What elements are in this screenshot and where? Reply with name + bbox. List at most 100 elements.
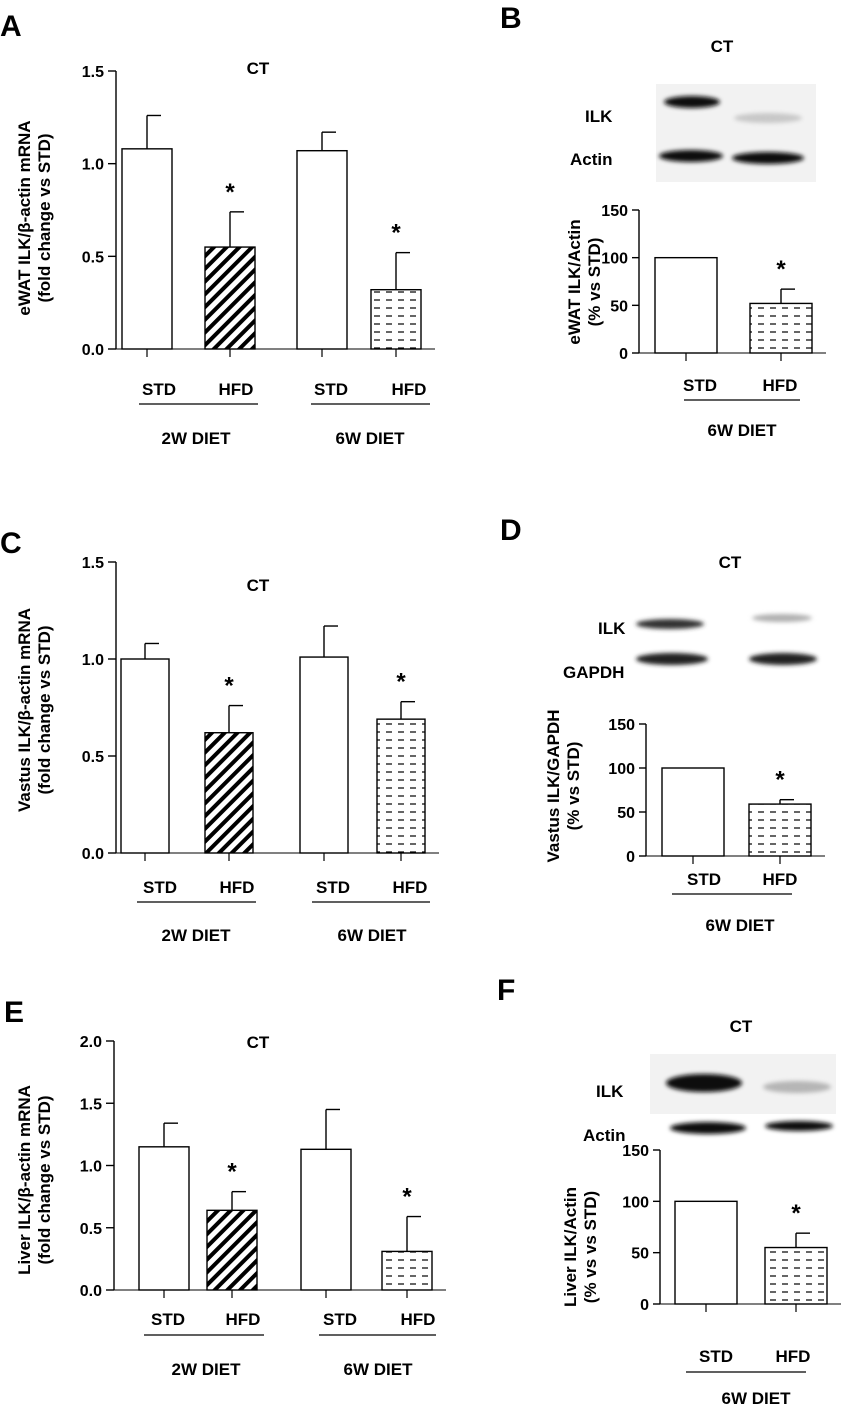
- panel-a-title: CT: [247, 59, 270, 78]
- x-label-std: STD: [316, 878, 350, 897]
- y-tick-label: 0.0: [82, 846, 104, 863]
- x-label-std: STD: [323, 1310, 357, 1329]
- bar: [749, 302, 813, 354]
- group-label-6w-diet: 6W DIET: [708, 421, 778, 440]
- bar: [764, 1246, 828, 1305]
- panel-d-blot: ILK GAPDH: [563, 614, 817, 682]
- significance-star: *: [402, 1184, 412, 1211]
- y-tick-label: 1.5: [82, 555, 104, 572]
- y-tick-label: 0: [619, 346, 628, 363]
- bar: [748, 803, 812, 857]
- blot-band: [664, 96, 720, 108]
- bar: [370, 288, 422, 350]
- blot-band: [734, 113, 802, 123]
- x-label-hfd: HFD: [220, 878, 255, 897]
- y-tick-label: 50: [610, 298, 628, 315]
- blot-band: [636, 619, 704, 629]
- x-label-std: STD: [699, 1347, 733, 1366]
- x-label-std: STD: [687, 870, 721, 889]
- blot-band: [765, 1121, 833, 1131]
- panel-e-ylabel: Liver ILK/β-actin mRNA (fold change vs S…: [15, 1085, 54, 1275]
- y-tick-label: 150: [622, 1143, 649, 1160]
- blot-band: [732, 152, 804, 164]
- x-label-hfd: HFD: [776, 1347, 811, 1366]
- group-label-6w-diet: 6W DIET: [338, 926, 408, 945]
- panel-b-ylabel-line1: eWAT ILK/Actin: [565, 219, 584, 344]
- x-label-std: STD: [683, 376, 717, 395]
- panel-f-ylabel-line1: Liver ILK/Actin: [561, 1187, 580, 1307]
- bar: [138, 1146, 190, 1291]
- blot-label-ilk: ILK: [585, 107, 613, 126]
- x-label-std: STD: [143, 878, 177, 897]
- blot-label-ilk: ILK: [598, 619, 626, 638]
- panel-letter-b: B: [500, 2, 522, 35]
- panel-d-ylabel-line1: Vastus ILK/GAPDH: [544, 709, 563, 862]
- significance-star: *: [391, 220, 401, 247]
- panel-b-ylabel: eWAT ILK/Actin (% vs STD): [565, 219, 604, 344]
- blot-band: [666, 1074, 742, 1092]
- chart-panel-b: 0 50 100 150 *: [601, 203, 826, 363]
- panel-letter-a: A: [0, 10, 22, 43]
- chart-panel-d: 0 50 100 150 *: [608, 717, 825, 866]
- significance-star: *: [791, 1200, 801, 1227]
- y-tick-label: 0.5: [82, 249, 104, 266]
- y-tick-label: 0: [626, 849, 635, 866]
- y-tick-label: 150: [608, 717, 635, 734]
- y-tick-label: 50: [617, 805, 635, 822]
- panel-d-ylabel: Vastus ILK/GAPDH (% vs STD): [544, 709, 583, 862]
- x-label-std: STD: [151, 1310, 185, 1329]
- bar: [204, 732, 254, 854]
- bar: [299, 656, 349, 854]
- panel-letter-c: C: [0, 527, 22, 560]
- bar: [204, 246, 256, 350]
- panel-f-ylabel-line2: (% vs vs STD): [581, 1191, 600, 1303]
- significance-star: *: [776, 256, 786, 283]
- panel-b-title: CT: [711, 37, 734, 56]
- y-tick-label: 0.0: [80, 1283, 102, 1300]
- bar: [661, 767, 725, 857]
- x-label-hfd: HFD: [226, 1310, 261, 1329]
- y-tick-label: 0.5: [82, 749, 104, 766]
- panel-c-title: CT: [247, 576, 270, 595]
- y-tick-label: 1.5: [80, 1096, 102, 1113]
- bar: [674, 1200, 738, 1305]
- y-tick-label: 2.0: [80, 1034, 102, 1051]
- bar: [654, 256, 718, 354]
- significance-star: *: [224, 673, 234, 700]
- bar: [296, 149, 348, 350]
- bar: [381, 1250, 433, 1291]
- bar: [206, 1209, 258, 1291]
- panel-a-ylabel: eWAT ILK/β-actin mRNA (fold change vs ST…: [15, 120, 54, 315]
- panel-a-ylabel-line2: (fold change vs STD): [35, 133, 54, 302]
- panel-e-ylabel-line1: Liver ILK/β-actin mRNA: [15, 1085, 34, 1275]
- x-label-hfd: HFD: [219, 380, 254, 399]
- group-label-6w-diet: 6W DIET: [336, 429, 406, 448]
- group-label-2w-diet: 2W DIET: [162, 926, 232, 945]
- panel-letter-d: D: [500, 514, 522, 547]
- significance-star: *: [396, 669, 406, 696]
- x-label-hfd: HFD: [763, 870, 798, 889]
- y-tick-label: 1.0: [82, 157, 104, 174]
- group-label-2w-diet: 2W DIET: [172, 1360, 242, 1379]
- significance-star: *: [227, 1159, 237, 1186]
- blot-band: [763, 1081, 831, 1093]
- chart-panel-e: 0.0 0.5 1.0 1.5 2.0 * *: [80, 1034, 446, 1300]
- chart-panel-c: 0.0 0.5 1.0 1.5 * *: [82, 555, 439, 863]
- panel-c-ylabel: Vastus ILK/β-actin mRNA (fold change vs …: [15, 608, 54, 812]
- significance-star: *: [775, 767, 785, 794]
- panel-f-blot: ILK Actin: [583, 1054, 836, 1145]
- bar: [300, 1148, 352, 1291]
- group-label-6w-diet: 6W DIET: [722, 1389, 792, 1408]
- blot-band: [659, 150, 723, 162]
- panel-d-title: CT: [719, 553, 742, 572]
- x-label-hfd: HFD: [401, 1310, 436, 1329]
- y-tick-label: 0.0: [82, 342, 104, 359]
- blot-band: [670, 1122, 746, 1134]
- blot-label-actin: Actin: [570, 150, 613, 169]
- blot-label-gapdh: GAPDH: [563, 663, 624, 682]
- panel-b-blot: ILK Actin: [570, 84, 816, 182]
- chart-panel-f: 0 50 100 150 *: [622, 1143, 841, 1314]
- y-tick-label: 1.0: [80, 1159, 102, 1176]
- panel-c-ylabel-line2: (fold change vs STD): [35, 625, 54, 794]
